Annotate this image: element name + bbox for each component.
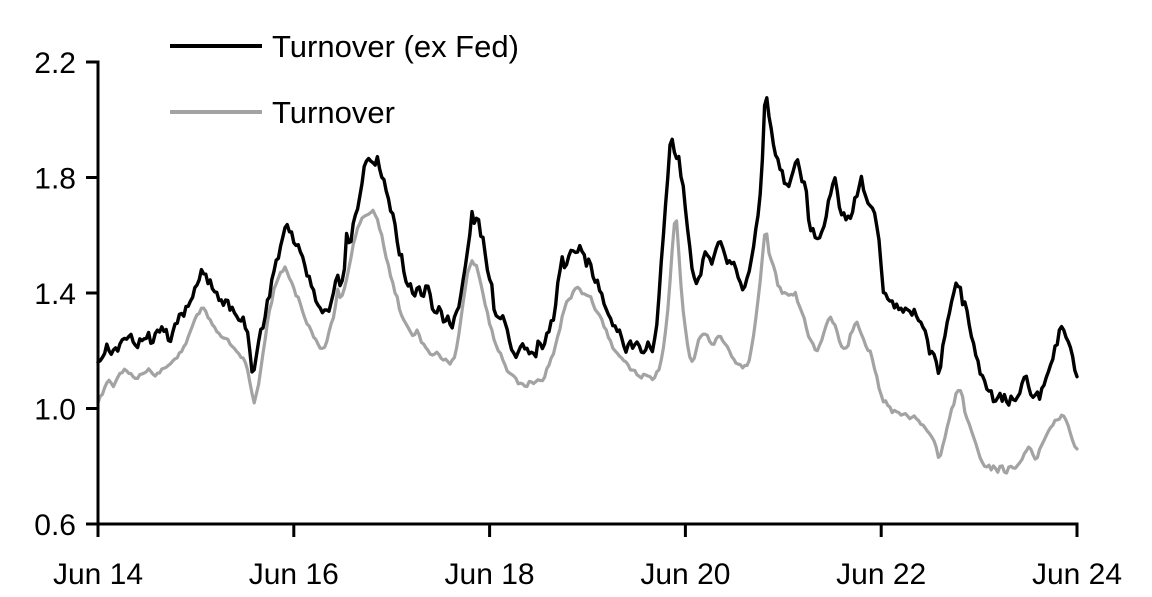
x-tick-label: Jun 22	[836, 558, 926, 591]
x-tick-label: Jun 20	[640, 558, 730, 591]
x-tick-label: Jun 14	[53, 558, 143, 591]
legend-label-turnover: Turnover	[272, 95, 395, 130]
y-tick-label: 1.0	[34, 394, 76, 427]
legend-label-turnover-ex-fed: Turnover (ex Fed)	[272, 29, 519, 64]
axes	[86, 60, 1079, 537]
y-axis-labels: 0.6 1.0 1.4 1.8 2.2	[34, 47, 76, 542]
y-tick-label: 0.6	[34, 509, 76, 542]
series-group	[96, 96, 1079, 475]
x-tick-label: Jun 16	[249, 558, 339, 591]
y-tick-label: 1.8	[34, 163, 76, 196]
series-line-turnover	[96, 208, 1079, 475]
legend: Turnover (ex Fed) Turnover	[170, 29, 519, 130]
x-tick-label: Jun 18	[445, 558, 535, 591]
y-tick-label: 1.4	[34, 278, 76, 311]
series-line-turnover-ex-fed	[96, 96, 1079, 407]
x-tick-label: Jun 24	[1032, 558, 1122, 591]
y-tick-label: 2.2	[34, 47, 76, 80]
x-axis-labels: Jun 14 Jun 16 Jun 18 Jun 20 Jun 22 Jun 2…	[53, 558, 1122, 591]
